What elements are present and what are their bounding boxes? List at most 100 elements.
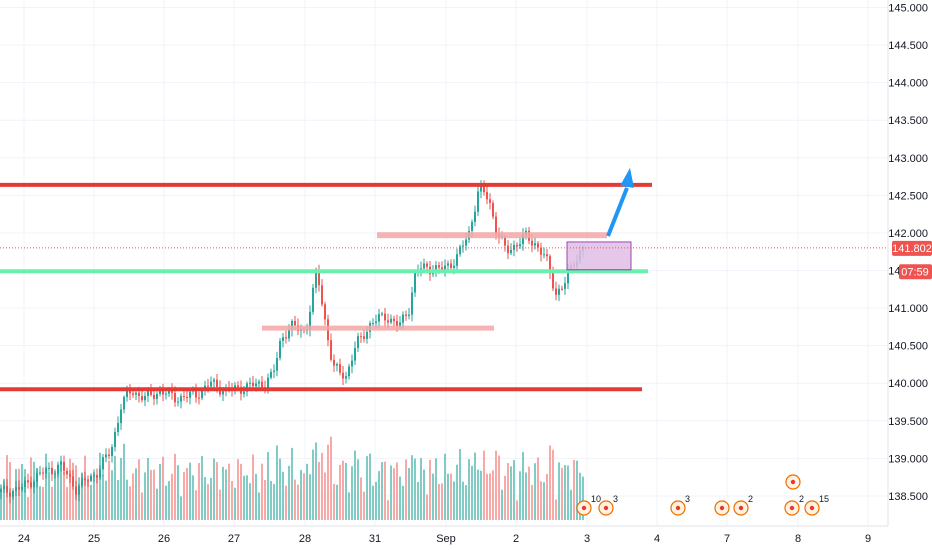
candle-body: [543, 254, 545, 256]
target-box[interactable]: [566, 241, 632, 271]
volume-bar: [552, 449, 554, 520]
candle-body: [138, 392, 140, 397]
volume-bar: [321, 452, 323, 520]
volume-bar: [561, 467, 563, 520]
volume-bar: [66, 487, 68, 520]
flag-icon[interactable]: 2: [784, 494, 804, 516]
flag-icon[interactable]: 15: [804, 494, 829, 516]
resistance-zone[interactable]: [377, 232, 607, 239]
volume-bar: [204, 477, 206, 520]
volume-bar: [408, 468, 410, 520]
volume-bar: [537, 457, 539, 520]
volume-bar: [315, 442, 317, 520]
volume-bar: [318, 461, 320, 520]
volume-bar: [573, 459, 575, 520]
volume-bar: [273, 483, 275, 520]
candle-body: [63, 461, 65, 471]
candle-body: [267, 377, 269, 388]
volume-bar: [333, 483, 335, 520]
candle-body: [459, 246, 461, 255]
volume-bar: [174, 453, 176, 520]
candle-body: [561, 288, 563, 290]
candle-body: [102, 457, 104, 470]
candle-body: [285, 337, 287, 339]
candle-body: [510, 249, 512, 254]
candle-body: [213, 379, 215, 382]
volume-bar: [549, 445, 551, 520]
flag-icon[interactable]: [714, 500, 730, 516]
volume-bar: [468, 459, 470, 520]
candle-body: [444, 265, 446, 271]
candle-body: [294, 321, 296, 326]
volume-bar: [69, 458, 71, 520]
volume-bar: [45, 453, 47, 520]
volume-bar: [471, 465, 473, 520]
flag-icon[interactable]: 2: [733, 494, 753, 516]
candle-body: [309, 311, 311, 330]
volume-bar: [138, 459, 140, 520]
candle-body: [534, 243, 536, 246]
volume-bar: [348, 492, 350, 520]
volume-bar: [447, 473, 449, 520]
candle-body: [360, 336, 362, 338]
flag-icon[interactable]: 3: [598, 494, 618, 516]
candle-body: [483, 183, 485, 193]
candle-body: [147, 390, 149, 396]
volume-bar: [330, 436, 332, 520]
volume-bar: [354, 450, 356, 520]
candle-body: [522, 234, 524, 245]
time-axis[interactable]: 24 25 26 27 28 31 Sep 2 3 4 7 8 9: [0, 525, 932, 550]
flag-icon[interactable]: 10: [576, 494, 601, 516]
candle-body: [186, 397, 188, 399]
volume-bar: [393, 468, 395, 520]
volume-bar: [153, 469, 155, 520]
volume-bar: [381, 462, 383, 520]
candle-body: [114, 431, 116, 448]
candle-body: [108, 454, 110, 456]
x-tick-label: 31: [369, 533, 381, 545]
candle-body: [462, 245, 464, 247]
economic-events[interactable]: 10 3 3 2 2 15: [576, 474, 829, 516]
candle-body: [378, 314, 380, 322]
candle-body: [249, 382, 251, 384]
x-tick-label: 4: [654, 533, 660, 545]
volume-bar: [285, 485, 287, 520]
candle-body: [51, 467, 53, 475]
volume-bar: [543, 482, 545, 520]
candle-body: [6, 486, 8, 493]
candle-body: [255, 383, 257, 387]
volume-bar: [177, 465, 179, 520]
price-axis[interactable]: 145.000 144.500 144.000 143.500 143.000 142.5…: [887, 0, 932, 526]
volume-bar: [378, 471, 380, 520]
volume-bar: [444, 453, 446, 520]
flag-icon[interactable]: 3: [670, 494, 690, 516]
candle-body: [141, 396, 143, 401]
volume-bar: [147, 458, 149, 520]
arrow-icon[interactable]: [606, 167, 634, 237]
volume-bar: [507, 463, 509, 520]
volume-bar: [435, 458, 437, 520]
support-zone[interactable]: [262, 325, 494, 331]
candle-body: [375, 321, 377, 324]
candle-body: [456, 254, 458, 266]
flag-icon[interactable]: [785, 474, 801, 490]
candle-body: [18, 487, 20, 490]
event-count: 3: [685, 494, 690, 504]
volume-bar: [432, 473, 434, 520]
volume-bar: [441, 483, 443, 520]
candle-body: [156, 394, 158, 399]
candle-body: [291, 321, 293, 330]
candle-body: [339, 364, 341, 373]
y-tick-label: 138.500: [888, 491, 928, 503]
candle-body: [273, 370, 275, 372]
volume-bar: [186, 467, 188, 520]
candle-body: [75, 486, 77, 495]
analysis-drawings[interactable]: [0, 167, 652, 392]
volume-bar: [24, 469, 26, 520]
volume-bar: [516, 500, 518, 520]
volume-bar: [360, 477, 362, 520]
countdown-label: 07:59: [901, 266, 929, 278]
volume-bar: [558, 462, 560, 520]
candle-body: [546, 254, 548, 257]
